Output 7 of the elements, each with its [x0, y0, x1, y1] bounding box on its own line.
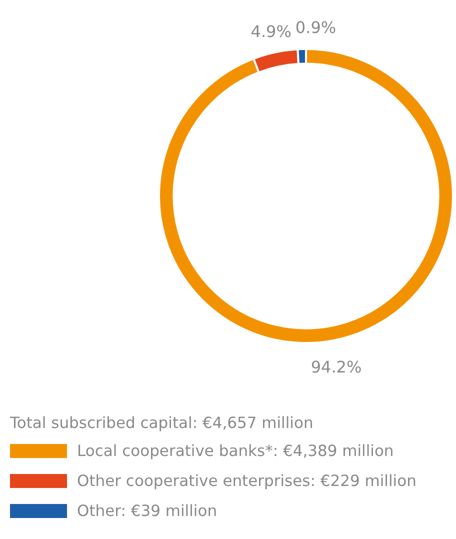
legend-title: Total subscribed capital: €4,657 million [10, 414, 314, 432]
data-label: 4.9% [250, 22, 292, 41]
data-label: 0.9% [295, 18, 336, 38]
legend-label: Local cooperative banks*: €4,389 million [77, 442, 394, 460]
legend-label: Other cooperative enterprises: €229 million [77, 472, 416, 490]
legend-label: Other: €39 million [77, 502, 218, 520]
data-label: 94.2% [310, 357, 362, 376]
